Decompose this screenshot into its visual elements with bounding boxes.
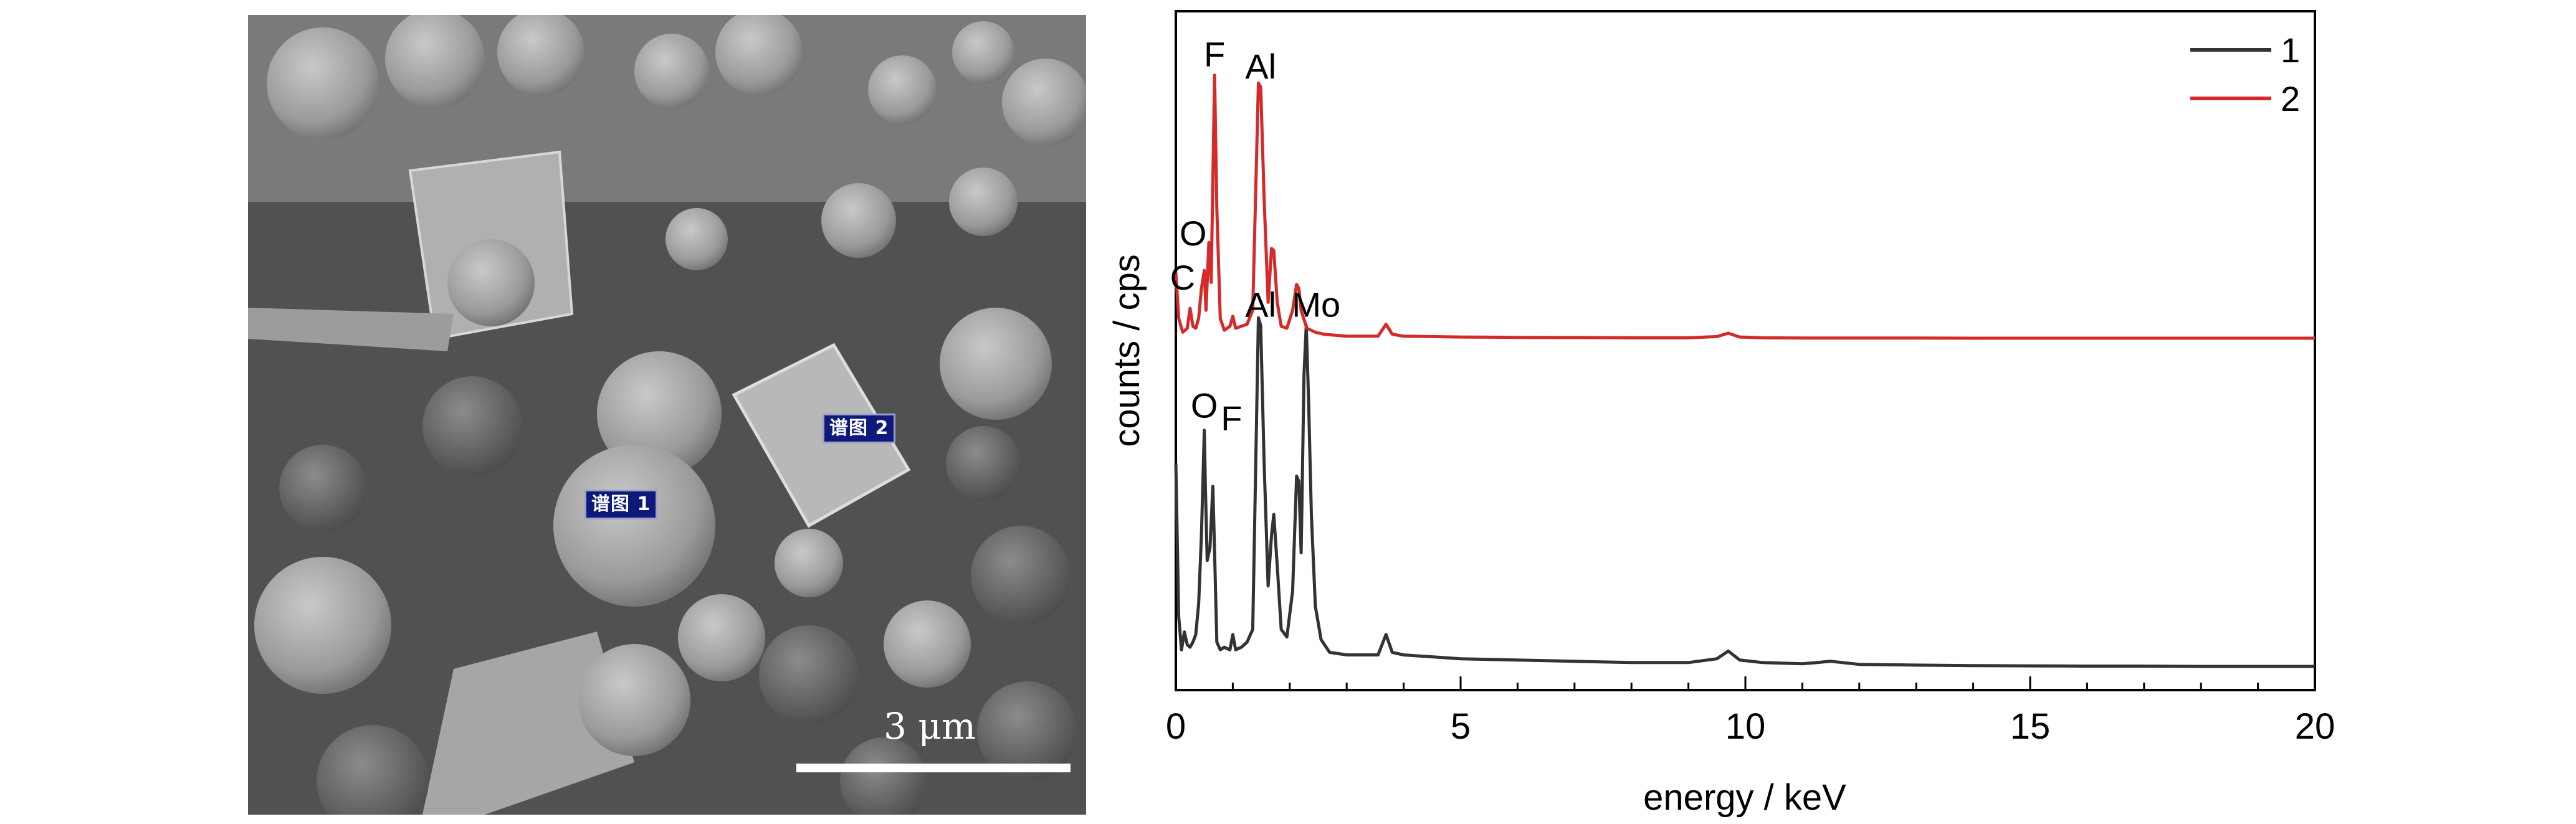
series-lines <box>1174 73 2315 668</box>
scale-bar-label: 3 μm <box>884 705 976 747</box>
series-1-line <box>1174 316 2315 668</box>
x-tick-label: 5 <box>1451 706 1471 747</box>
x-tick-labels: 0 5 10 15 20 <box>1166 706 2335 747</box>
peak-label: Mo <box>1292 285 1340 324</box>
x-axis-ticks <box>1175 676 2316 690</box>
peak-label: F <box>1221 399 1242 438</box>
spectrum-tag-1: 谱图 1 <box>584 490 658 519</box>
legend-label-2: 2 <box>2281 79 2300 118</box>
peak-label: O <box>1191 386 1218 425</box>
legend: 12 <box>2190 31 2300 118</box>
peak-label: O <box>1180 214 1207 253</box>
series-2-line <box>1174 73 2315 340</box>
x-tick-label: 20 <box>2295 706 2335 747</box>
scale-bar <box>796 764 1071 772</box>
peak-label: Al <box>1245 285 1276 324</box>
peak-label: C <box>1170 258 1195 297</box>
legend-label-1: 1 <box>2281 31 2300 70</box>
y-axis-label: counts / cps <box>1107 254 1147 447</box>
peak-label: F <box>1204 35 1225 74</box>
x-tick-label: 15 <box>2010 706 2051 747</box>
spectrum-tag-2: 谱图 2 <box>823 414 896 443</box>
peak-label: Al <box>1245 47 1276 86</box>
sem-texture <box>248 15 1086 815</box>
sem-micrograph: 谱图 1 谱图 2 3 μm <box>248 15 1086 815</box>
x-tick-label: 10 <box>1725 706 1766 747</box>
x-axis-label: energy / keV <box>1643 777 1846 818</box>
plot-frame <box>1175 10 2316 691</box>
x-tick-label: 0 <box>1166 706 1186 747</box>
